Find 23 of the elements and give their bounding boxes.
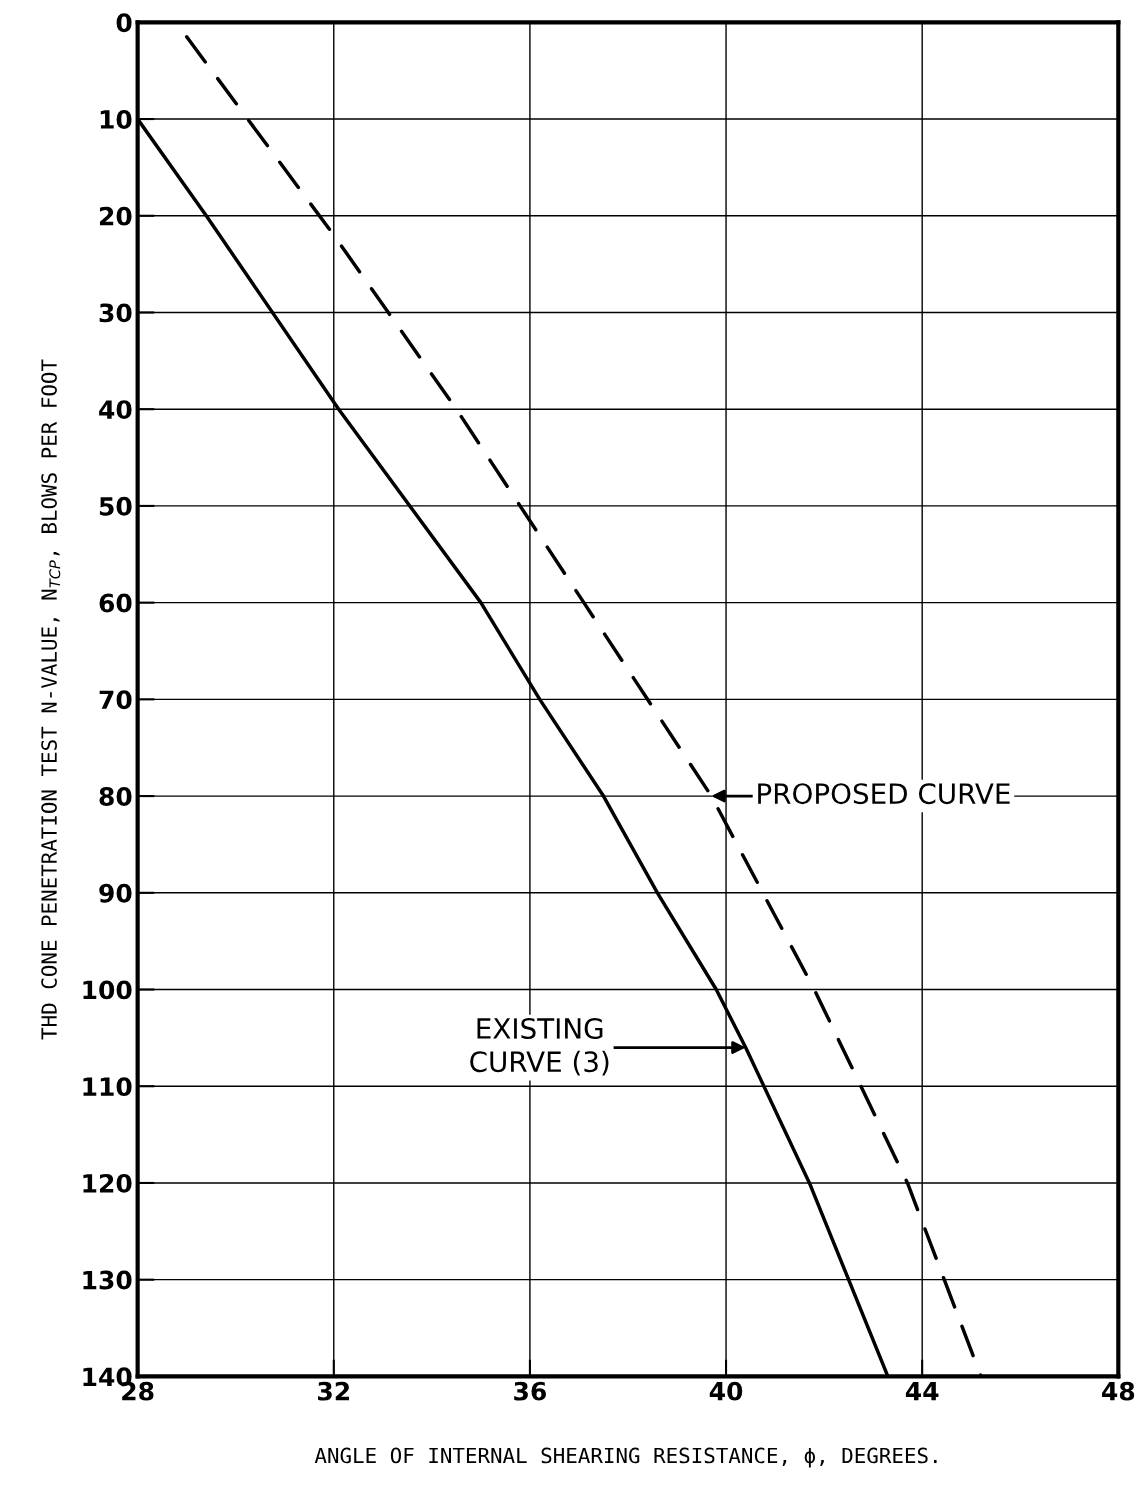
x-tick-label: 48: [1102, 1381, 1135, 1401]
annotation: EXISTING CURVE (3): [470, 1017, 609, 1076]
x-tick-label: 44: [905, 1382, 939, 1401]
y-tick-label: 80: [99, 787, 132, 806]
y-tick-label: 120: [83, 1173, 132, 1193]
x-axis-title: ANGLE OF INTERNAL SHEARING RESISTANCE, ϕ, DEGREES.: [314, 1447, 937, 1468]
y-tick-label: 60: [99, 593, 132, 613]
y-tick-label: 70: [99, 690, 132, 710]
x-tick-label: 32: [318, 1381, 349, 1401]
y-tick-label: 10: [100, 109, 132, 129]
y-tick-label: 90: [99, 883, 132, 903]
y-tick-label: 40: [99, 400, 132, 420]
y-tick-label: 0: [116, 13, 132, 33]
y-axis-title: THD CONE PENETRATION TEST N-VALUE, N$_{TCP}$, BLOWS PER FOOT: [41, 359, 61, 1040]
x-tick-label: 40: [709, 1381, 743, 1401]
y-tick-label: 50: [99, 496, 132, 516]
annotation: PROPOSED CURVE: [758, 783, 1010, 805]
y-tick-label: 20: [99, 206, 132, 226]
y-tick-label: 130: [83, 1270, 132, 1290]
y-tick-label: 100: [83, 980, 132, 1000]
y-tick-label: 110: [83, 1077, 132, 1097]
y-tick-label: 30: [99, 303, 132, 323]
x-tick-label: 36: [514, 1381, 546, 1401]
